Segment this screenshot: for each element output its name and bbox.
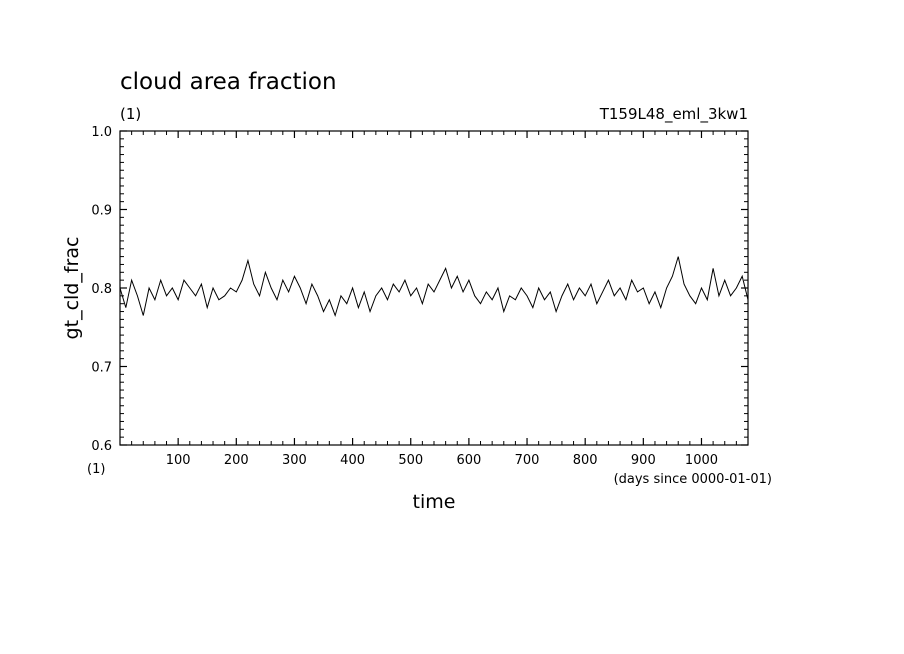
minor-ticks bbox=[120, 131, 748, 445]
x-tick-label: 200 bbox=[224, 453, 249, 468]
chart-subtitle-right: T159L48_eml_3kw1 bbox=[599, 105, 748, 124]
y-tick-label: 0.7 bbox=[91, 361, 112, 376]
y-tick-label: 0.8 bbox=[91, 282, 112, 297]
x-tick-label: 900 bbox=[631, 453, 656, 468]
plot-frame bbox=[119, 130, 749, 446]
x-tick-label: 500 bbox=[398, 453, 423, 468]
x-axis-label: time bbox=[413, 491, 456, 513]
x-tick-label: 300 bbox=[282, 453, 307, 468]
y-tick-label: 0.6 bbox=[91, 439, 112, 454]
series-line bbox=[119, 256, 749, 318]
x-tick-label: 400 bbox=[340, 453, 365, 468]
y-axis-ticks: 0.6 0.7 0.8 0.9 1.0 bbox=[91, 125, 748, 454]
x-axis-unit: (days since 0000-01-01) bbox=[614, 472, 772, 487]
x-tick-label: 800 bbox=[573, 453, 598, 468]
x-axis-ticks: 100 200 300 400 500 600 700 800 900 1000 bbox=[166, 131, 718, 468]
x-tick-label: 1000 bbox=[685, 453, 718, 468]
y-tick-label: 0.9 bbox=[91, 204, 112, 219]
chart-title: cloud area fraction bbox=[120, 69, 337, 95]
x-tick-label: 100 bbox=[166, 453, 191, 468]
x-tick-label: 700 bbox=[515, 453, 540, 468]
y-axis-unit: (1) bbox=[87, 462, 105, 477]
y-axis-label: gt_cld_frac bbox=[61, 237, 83, 340]
x-tick-label: 600 bbox=[456, 453, 481, 468]
chart-subtitle-left: (1) bbox=[120, 105, 141, 123]
y-tick-label: 1.0 bbox=[91, 125, 112, 140]
